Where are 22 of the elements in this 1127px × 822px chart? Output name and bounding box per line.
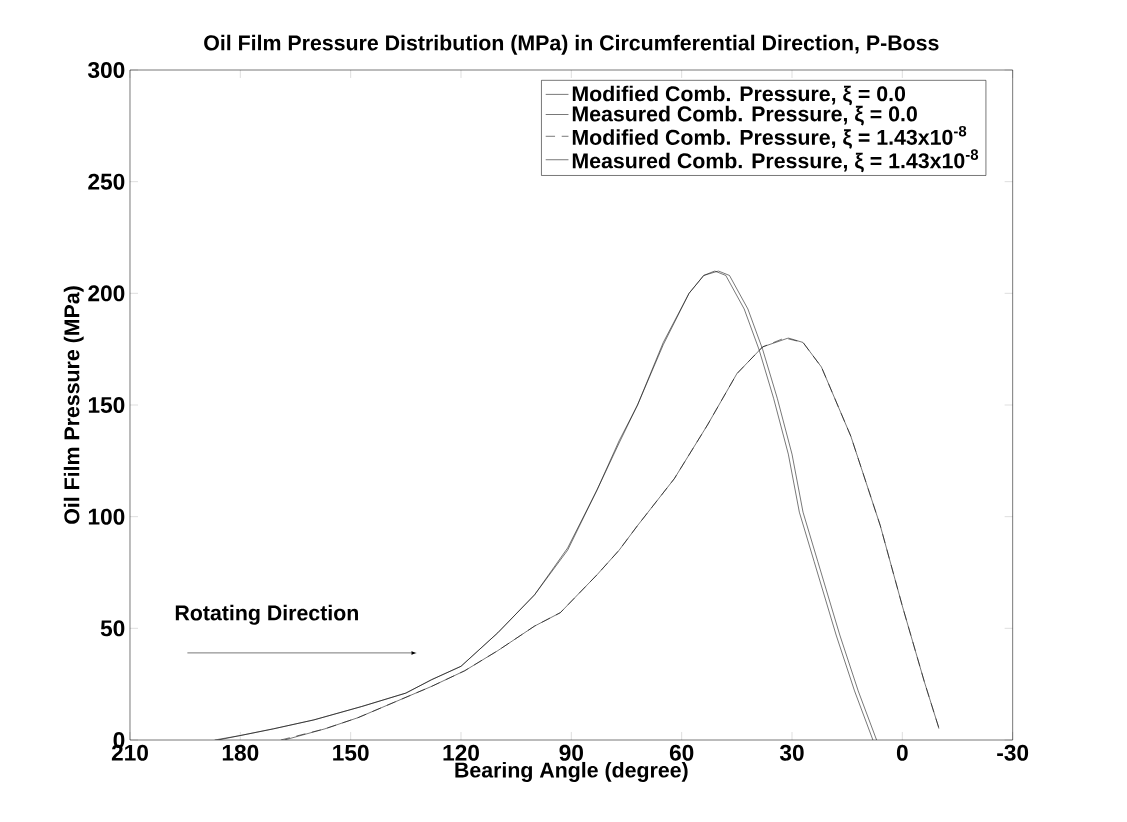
y-axis-title: Oil Film Pressure (MPa) <box>63 286 84 524</box>
legend-label: Modified Comb. Pressure, ξ = 0.0 <box>572 85 906 106</box>
x-tick-label: 60 <box>669 744 694 761</box>
y-tick-label: 50 <box>100 620 125 637</box>
x-tick-label: 90 <box>559 744 583 761</box>
legend-label: Modified Comb. Pressure, ξ = 1.43x10$^{-8}$ <box>572 125 967 149</box>
x-tick-label: 180 <box>222 744 259 761</box>
legend-label: Measured Comb. Pressure, ξ = 0.0 <box>572 105 917 126</box>
x-tick-label: 30 <box>779 744 804 761</box>
annotation: Rotating Direction <box>175 604 358 625</box>
y-tick-label: 300 <box>87 61 125 79</box>
x-tick-label: -30 <box>997 744 1029 761</box>
legend-label: Measured Comb. Pressure, ξ = 1.43x10$^{-8}$ <box>572 149 979 173</box>
y-tick-label: 250 <box>88 173 125 190</box>
x-tick-label: 150 <box>333 744 369 761</box>
x-tick-label: 0 <box>896 744 908 761</box>
y-tick-label: 200 <box>88 285 125 302</box>
chart-title: Oil Film Pressure Distribution (MPa) in Circumferential Direction, P-Boss <box>204 34 939 55</box>
y-tick-label: 150 <box>88 396 125 414</box>
x-tick-label: 120 <box>443 744 479 761</box>
y-tick-label: 100 <box>88 508 125 525</box>
x-axis-title: Bearing Angle (degree) <box>455 761 688 782</box>
